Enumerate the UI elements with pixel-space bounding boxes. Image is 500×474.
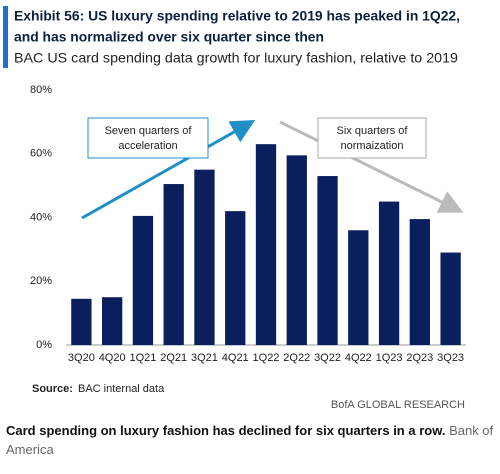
bar xyxy=(378,201,400,345)
bar xyxy=(348,230,369,345)
bar xyxy=(409,219,430,345)
bar xyxy=(71,298,92,345)
source-label: Source: xyxy=(32,383,73,395)
x-tick-label: 4Q21 xyxy=(222,352,249,364)
y-tick-label: 60% xyxy=(30,148,52,160)
normalization-arrow xyxy=(279,120,464,213)
bar xyxy=(163,184,184,345)
annotation-box xyxy=(87,117,209,159)
bar xyxy=(225,211,246,345)
y-tick-label: 0% xyxy=(36,339,52,351)
bar xyxy=(286,155,307,345)
bar xyxy=(102,297,123,345)
x-tick-label: 3Q21 xyxy=(191,352,218,364)
acceleration-arrow xyxy=(81,120,256,220)
x-tick-label: 1Q22 xyxy=(253,352,280,364)
caption-text: Card spending on luxury fashion has decl… xyxy=(6,423,446,438)
chart: Exhibit 56: US luxury spending relative … xyxy=(3,6,466,411)
annotation: Seven quarters of xyxy=(105,125,193,137)
annotation: acceleration xyxy=(118,140,177,152)
annotation: normaization xyxy=(341,140,404,152)
bar xyxy=(440,252,461,345)
bar xyxy=(255,144,277,345)
x-tick-label: 4Q22 xyxy=(345,352,372,364)
caption: Card spending on luxury fashion has decl… xyxy=(6,421,494,459)
y-tick-label: 40% xyxy=(30,211,52,223)
x-tick-label: 2Q21 xyxy=(160,352,187,364)
bar xyxy=(317,176,338,345)
chart-subtitle: BAC US card spending data growth for lux… xyxy=(14,50,458,66)
chart-title: Exhibit 56: US luxury spending relative … xyxy=(14,8,460,24)
annotation-box xyxy=(317,117,427,159)
y-tick-label: 80% xyxy=(30,84,52,96)
x-tick-label: 2Q22 xyxy=(283,352,310,364)
bar xyxy=(132,215,154,345)
x-tick-label: 1Q21 xyxy=(129,352,156,364)
x-tick-label: 4Q20 xyxy=(99,352,126,364)
credit: BofA GLOBAL RESEARCH xyxy=(331,399,465,411)
x-tick-label: 3Q22 xyxy=(314,352,341,364)
source: BAC internal data xyxy=(78,383,165,395)
x-tick-label: 3Q23 xyxy=(437,352,464,364)
title-bar xyxy=(3,6,8,68)
caption-attribution: Bank of America xyxy=(6,423,494,457)
x-tick-label: 1Q23 xyxy=(376,352,403,364)
annotation: Six quarters of xyxy=(337,125,409,137)
chart-title: and has normalized over six quarter sinc… xyxy=(14,29,324,45)
x-tick-label: 3Q20 xyxy=(68,352,95,364)
x-tick-label: 2Q23 xyxy=(406,352,433,364)
bar xyxy=(194,169,215,345)
y-tick-label: 20% xyxy=(30,275,52,287)
